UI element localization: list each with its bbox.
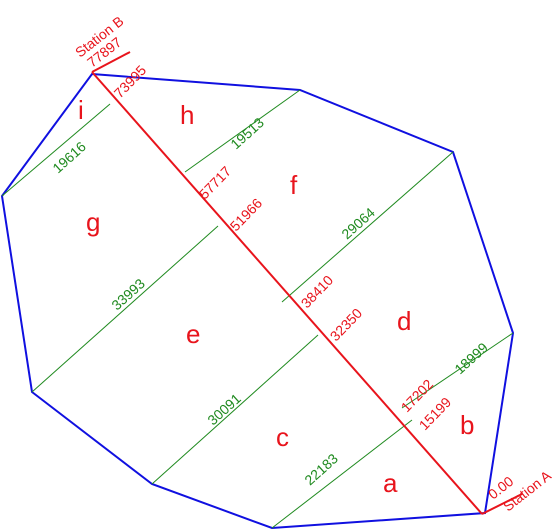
offset-label-6: 19513: [227, 114, 267, 152]
chainage-label-5: 51966: [227, 195, 266, 234]
offset-lines: [1, 89, 514, 529]
baseline: [91, 71, 483, 515]
region-a: a: [383, 468, 398, 498]
region-e: e: [186, 319, 200, 349]
offset-label-7: 19616: [49, 138, 89, 176]
region-d: d: [397, 306, 411, 336]
region-i: i: [78, 95, 84, 125]
offset-line-h: [184, 89, 301, 173]
chainage-label-4: 38410: [298, 272, 337, 311]
chainage-label-7: 73995: [111, 62, 150, 101]
region-h: h: [180, 100, 194, 130]
offset-line-b: [401, 332, 514, 409]
region-g: g: [86, 207, 100, 237]
offset-line-c: [151, 334, 319, 485]
region-b: b: [460, 410, 474, 440]
region-f: f: [290, 170, 298, 200]
region-c: c: [276, 422, 289, 452]
boundary-polygon: [0, 72, 515, 530]
station-a-leader: [481, 493, 523, 515]
offset-line-f: [281, 151, 454, 303]
offset-line-e: [31, 225, 219, 393]
chainage-label-3: 32350: [327, 305, 366, 344]
station-b-leader: [91, 51, 131, 73]
offset-label-2: 18999: [451, 339, 491, 377]
offset-line-a: [271, 419, 413, 529]
offset-label-3: 30091: [204, 390, 244, 428]
offset-line-g: [1, 103, 111, 197]
chainage-label-6: 57717: [196, 163, 235, 202]
offset-label-1: 22183: [301, 450, 341, 488]
